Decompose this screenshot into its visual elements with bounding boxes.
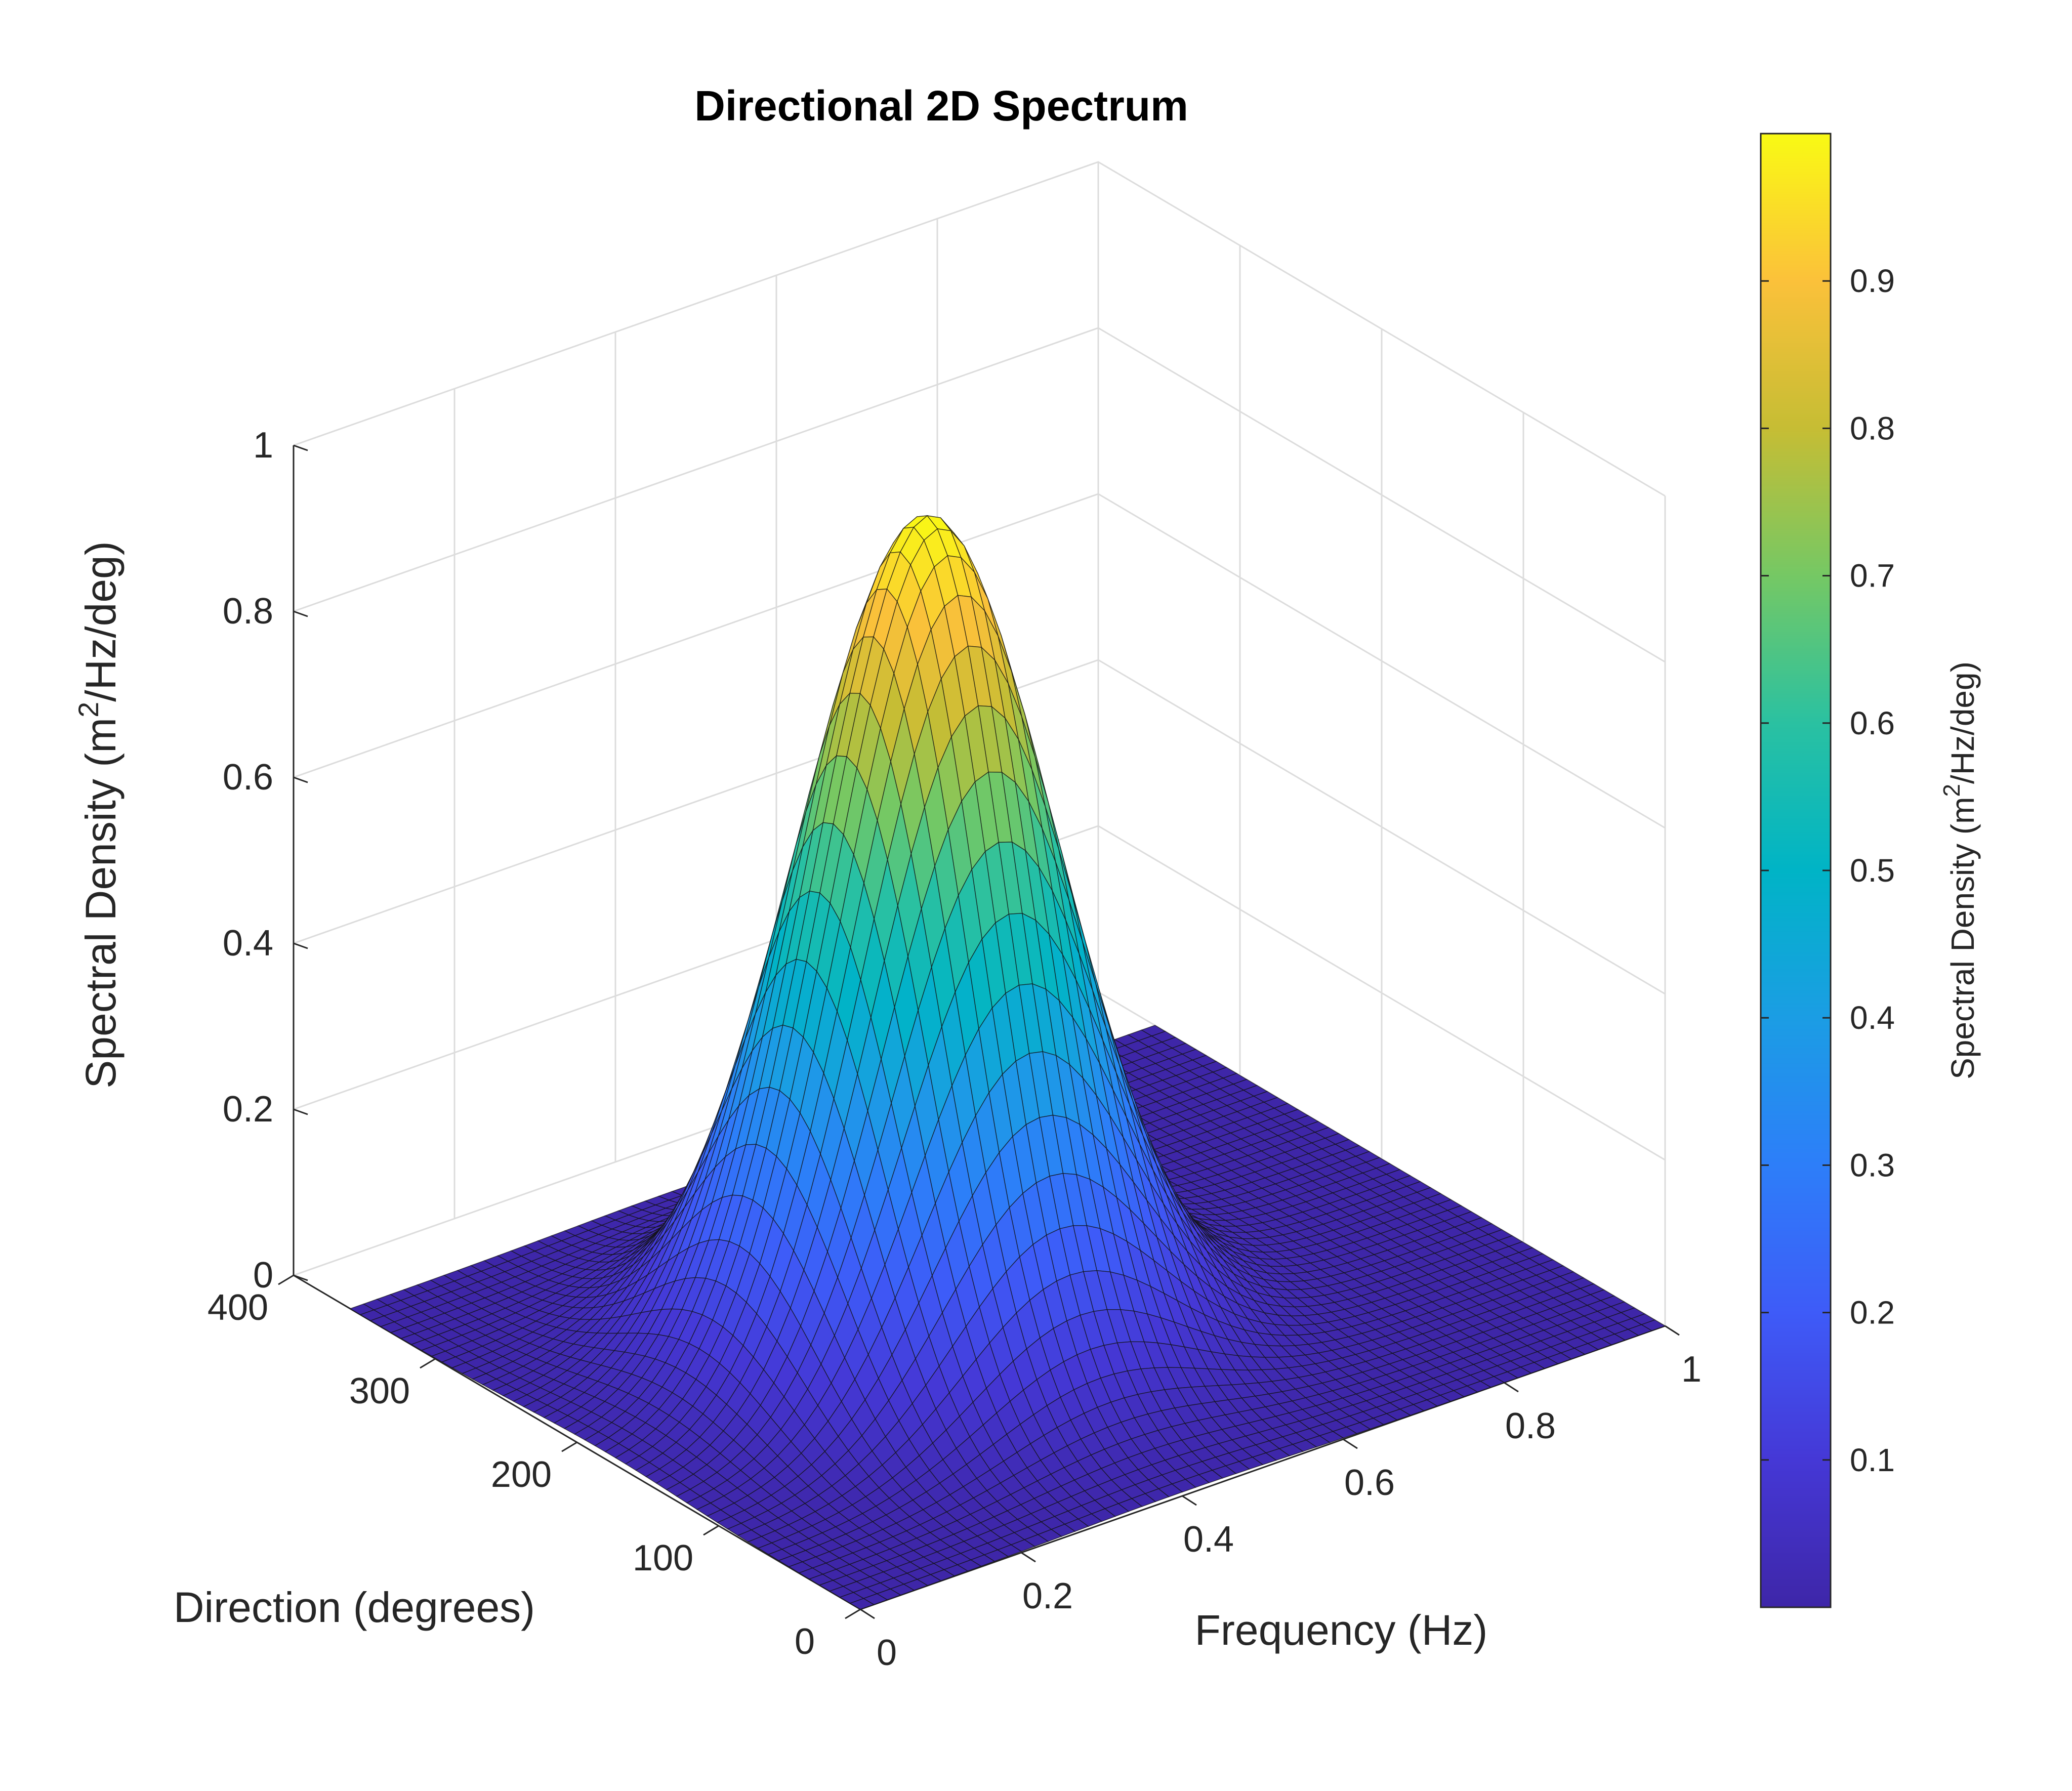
z-tick-label: 0.8 [223,591,273,632]
z-tick [293,1274,308,1281]
x-tick [1504,1382,1519,1393]
colorbar-ticks: 0.1 0.2 0.3 0.4 0.5 0.6 0.7 0.8 0.9 [1761,263,1895,1478]
x-tick-label: 0.4 [1183,1519,1234,1560]
surface [349,515,1666,1610]
colorbar-tick-label: 0.5 [1850,852,1895,889]
z-tick-label: 0.2 [223,1089,273,1130]
z-tick [293,610,308,617]
grid-line-z [293,161,1666,497]
y-tick [420,1358,436,1369]
y-tick [703,1525,719,1536]
y-tick [845,1608,861,1619]
x-tick-label: 0.8 [1505,1406,1556,1446]
y-axis-label: Direction (degrees) [174,1584,535,1631]
colorbar-tick-label: 0.4 [1850,999,1895,1036]
z-axis-label: Spectral Density (m2/Hz/deg) [72,541,125,1089]
y-tick-label: 0 [795,1621,815,1662]
x-tick-label: 0.6 [1344,1463,1395,1503]
colorbar-tick-label: 0.3 [1850,1147,1895,1183]
x-tick-label: 0 [877,1633,897,1673]
z-tick-label: 0 [253,1255,273,1296]
colorbar-tick-label: 0.1 [1850,1442,1895,1478]
colorbar-label: Spectral Density (m2/Hz/deg) [1938,661,1981,1079]
z-tick-label: 0.6 [223,757,273,798]
z-tick [293,942,308,949]
colorbar: 0.1 0.2 0.3 0.4 0.5 0.6 0.7 0.8 0.9 Spectral Den… [1760,133,1981,1608]
z-tick [293,776,308,783]
surface-patch [849,1598,875,1610]
colorbar-tick-label: 0.7 [1850,558,1895,594]
y-tick [561,1441,577,1452]
z-tick-label: 1 [253,425,273,466]
x-tick [1343,1438,1358,1449]
chart-title: Directional 2D Spectrum [694,82,1188,130]
x-tick-label: 1 [1681,1349,1702,1390]
colorbar-tick-label: 0.9 [1850,263,1895,299]
z-tick-label: 0.4 [223,923,273,964]
colorbar-tick-label: 0.8 [1850,410,1895,446]
y-tick [278,1274,294,1285]
grid-lines [293,161,1666,1327]
colorbar-tick-label: 0.6 [1850,705,1895,741]
x-axis-label: Frequency (Hz) [1195,1606,1488,1654]
y-tick-label: 300 [349,1371,410,1411]
z-tick [293,1108,308,1115]
x-tick [1665,1325,1680,1336]
grid-line-z [293,659,1666,995]
grid-line-z [293,327,1666,663]
x-tick [860,1608,875,1619]
z-tick [293,444,308,451]
y-tick-label: 200 [491,1454,552,1495]
colorbar-tick-label: 0.2 [1850,1295,1895,1331]
x-tick-label: 0.2 [1022,1576,1073,1616]
x-tick [1021,1552,1036,1563]
y-tick-label: 400 [208,1287,268,1328]
x-tick [1182,1495,1197,1506]
tick-labels: 00.20.40.60.81010020030040000.20.40.60.8… [208,425,1702,1673]
y-tick-label: 100 [633,1538,693,1578]
grid-line-z [293,825,1666,1161]
grid-line-z [293,493,1666,829]
colorbar-gradient [1760,133,1832,1608]
